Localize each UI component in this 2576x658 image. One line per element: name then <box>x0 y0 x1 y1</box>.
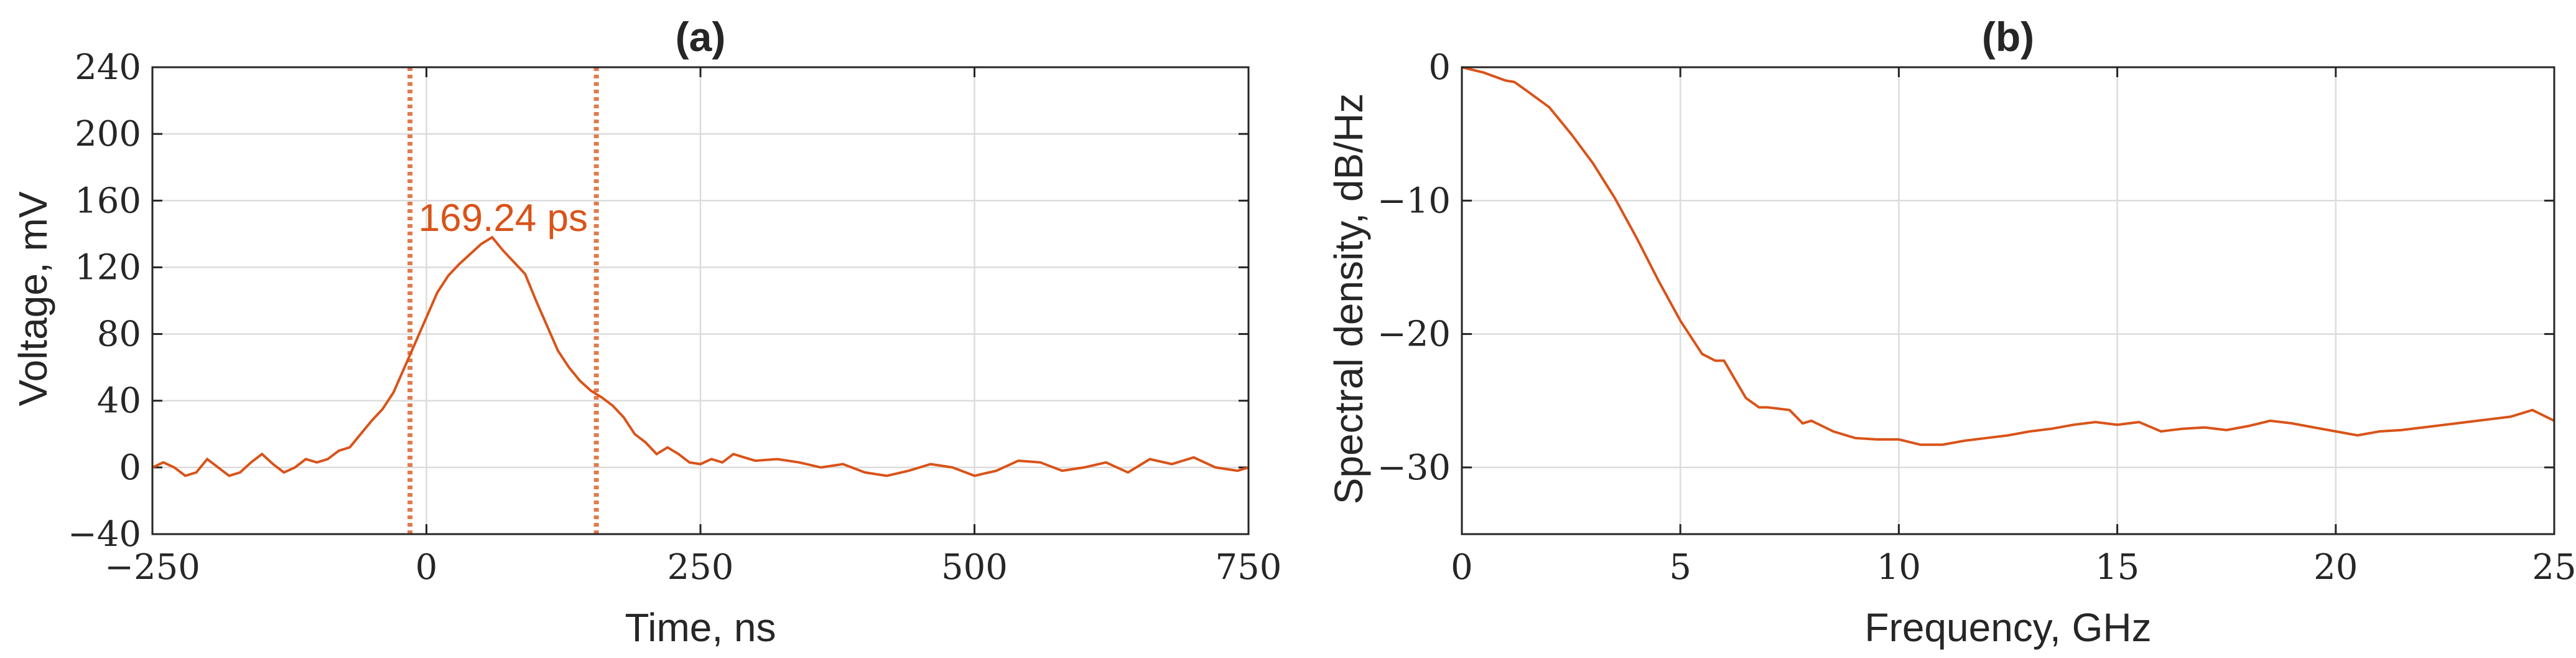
panel-a-ylabel: Voltage, mV <box>11 191 55 406</box>
y-tick-label: −10 <box>1377 181 1451 221</box>
panel-b-ylabel: Spectral density, dB/Hz <box>1326 93 1371 504</box>
y-tick-label: 0 <box>119 448 141 488</box>
y-tick-label: 120 <box>75 247 141 288</box>
panel-a-plot-frame <box>151 66 1250 535</box>
y-tick-label: −30 <box>1377 448 1451 488</box>
x-tick-label: 750 <box>1216 547 1282 588</box>
x-tick-label: 15 <box>2095 547 2139 588</box>
x-tick-label: 10 <box>1877 547 1921 588</box>
x-tick-label: 0 <box>416 547 438 588</box>
y-tick-label: 80 <box>97 314 141 355</box>
x-tick-label: −250 <box>105 547 200 588</box>
panel-a-chart: (a) −250 0 250 500 750 −40 0 40 80 120 160 200 240 1… <box>11 14 1281 650</box>
y-tick-label: 200 <box>75 114 141 154</box>
x-tick-label: 25 <box>2532 547 2576 588</box>
panel-b-plot-frame <box>1461 66 2555 535</box>
x-tick-label: 20 <box>2313 547 2358 588</box>
x-tick-label: 5 <box>1669 547 1691 588</box>
y-tick-label: 0 <box>1428 47 1451 88</box>
panel-a-ticks: −250 0 250 500 750 −40 0 40 80 120 160 200 240 <box>68 47 1282 588</box>
panel-a-xlabel: Time, ns <box>625 605 776 650</box>
x-tick-label: 250 <box>667 547 734 588</box>
panel-b-series-line <box>1461 66 2555 446</box>
panel-a-annotation: 169.24 ps <box>419 197 588 240</box>
panel-a-series-line <box>152 235 1249 477</box>
y-tick-label: 240 <box>75 47 141 88</box>
panel-a-grid <box>152 67 1248 534</box>
panel-b-xlabel: Frequency, GHz <box>1864 605 2151 650</box>
x-tick-label: 500 <box>941 547 1008 588</box>
panel-b-title: (b) <box>1982 14 2034 60</box>
panel-b-ticks: 0 5 10 15 20 25 −30 −20 −10 0 <box>1377 47 2576 588</box>
panel-b-grid <box>1462 67 2554 534</box>
y-tick-label: −40 <box>68 514 141 555</box>
panel-b-chart: (b) 0 5 10 15 20 25−30−20−100 Frequency, GHz … <box>1326 14 2576 650</box>
y-tick-label: 40 <box>97 381 141 421</box>
y-tick-label: −20 <box>1377 314 1451 355</box>
y-tick-label: 160 <box>75 181 141 221</box>
panel-a-markers <box>407 67 599 534</box>
x-tick-label: 0 <box>1451 547 1473 588</box>
panel-a-title: (a) <box>676 14 726 60</box>
